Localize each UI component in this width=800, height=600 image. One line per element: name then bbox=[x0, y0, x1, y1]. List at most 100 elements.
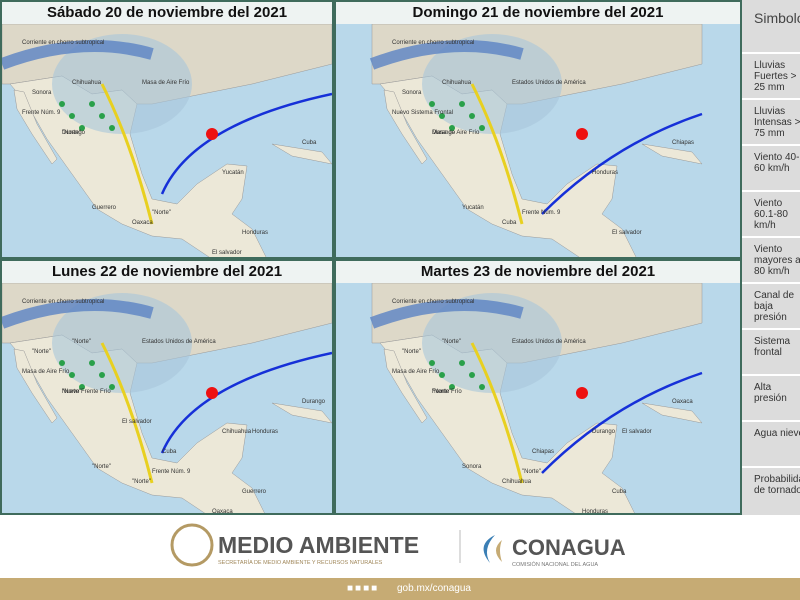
map-label: Frente Núm. 9 bbox=[22, 110, 61, 116]
map-label: "Norte" bbox=[62, 389, 81, 395]
conagua-sub: COMISIÓN NACIONAL DEL AGUA bbox=[512, 561, 598, 568]
map-label: Masa de Aire Frío bbox=[22, 369, 70, 375]
map-label: "Norte" bbox=[62, 130, 81, 136]
legend-item: Lluvias Intensas > 75 mm bbox=[742, 98, 800, 144]
rain-symbol bbox=[59, 101, 65, 107]
seal bbox=[170, 523, 214, 567]
land-baja bbox=[13, 348, 58, 424]
map-label: Cuba bbox=[162, 449, 177, 455]
legend-item: Agua nieve bbox=[742, 420, 800, 466]
map-label: Honduras bbox=[582, 509, 608, 515]
map-label: Sonora bbox=[32, 90, 52, 96]
land-cuba bbox=[271, 402, 332, 424]
map-label: Oaxaca bbox=[212, 509, 233, 515]
map-label: "Norte" bbox=[522, 469, 541, 475]
conagua: CONAGUA bbox=[512, 535, 626, 560]
footer-logos: MEDIO AMBIENTE SECRETARÍA DE MEDIO AMBIE… bbox=[170, 523, 626, 568]
high-pressure bbox=[206, 387, 218, 399]
map-label: Durango bbox=[302, 399, 326, 405]
rain-symbol bbox=[479, 125, 485, 131]
rain-symbol bbox=[449, 384, 455, 390]
rain-symbol bbox=[79, 125, 85, 131]
map: Corriente en chorro subtropical Estados U… bbox=[369, 24, 703, 257]
map-label: "Norte" bbox=[432, 389, 451, 395]
front bbox=[541, 371, 703, 474]
land-cuba bbox=[271, 143, 332, 165]
jet-stream bbox=[369, 299, 524, 329]
panel-title: Domingo 21 de noviembre del 2021 bbox=[336, 2, 740, 24]
rain-symbol bbox=[429, 360, 435, 366]
map: Corriente en chorro subtropical Estados U… bbox=[2, 283, 332, 515]
map-label: El salvador bbox=[212, 250, 242, 256]
footer-url: gob.mx/conagua bbox=[397, 583, 471, 594]
legend-title: Simbología por bbox=[754, 10, 800, 26]
footer: MEDIO AMBIENTE SECRETARÍA DE MEDIO AMBIE… bbox=[0, 515, 800, 600]
map-panel: Lunes 22 de noviembre del 2021 Corriente … bbox=[0, 259, 334, 515]
jet-stream bbox=[2, 299, 154, 329]
rain-symbol bbox=[69, 113, 75, 119]
map-label: El salvador bbox=[612, 230, 642, 236]
legend-item: Alta presión bbox=[742, 374, 800, 420]
map-label: Chihuahua bbox=[72, 80, 102, 86]
footer-band: ■■■■ gob.mx/conagua bbox=[0, 578, 800, 600]
map-panel: Sábado 20 de noviembre del 2021 Corriente… bbox=[0, 0, 334, 259]
map-label: El salvador bbox=[622, 429, 652, 435]
map-label: Honduras bbox=[242, 230, 268, 236]
legend-item: Probabilidad de tornado bbox=[742, 466, 800, 512]
map-label: Nuevo Sistema Frontal bbox=[392, 110, 453, 116]
map-label: El salvador bbox=[122, 419, 152, 425]
map-label: Guerrero bbox=[92, 205, 117, 211]
map-label: Chiapas bbox=[672, 140, 694, 146]
cold-air-mass bbox=[52, 293, 192, 393]
front bbox=[160, 351, 332, 454]
front bbox=[160, 92, 332, 195]
social-icons: ■■■■ bbox=[347, 583, 380, 594]
map-label: Masa de Aire Frío bbox=[432, 130, 480, 136]
map-label: Cuba bbox=[302, 140, 317, 146]
rain-symbol bbox=[469, 372, 475, 378]
front bbox=[541, 112, 703, 215]
legend: Simbología por Lluvias Fuertes > 25 mmLl… bbox=[742, 0, 800, 515]
map-label: Chiapas bbox=[532, 449, 554, 455]
map-label: Honduras bbox=[592, 170, 618, 176]
legend-item: Viento 40-60 km/h bbox=[742, 144, 800, 190]
map-label: Estados Unidos de América bbox=[142, 339, 216, 345]
land-baja bbox=[383, 89, 428, 165]
land-cuba bbox=[641, 402, 703, 424]
trough bbox=[100, 83, 154, 225]
map-label: "Norte" bbox=[92, 464, 111, 470]
rain-symbol bbox=[89, 101, 95, 107]
rain-symbol bbox=[99, 113, 105, 119]
conagua-logo-accent bbox=[496, 540, 502, 562]
legend-item: Viento mayores a 80 km/h bbox=[742, 236, 800, 282]
map-label: Chihuahua bbox=[442, 80, 472, 86]
rain-symbol bbox=[479, 384, 485, 390]
rain-symbol bbox=[109, 384, 115, 390]
high-pressure bbox=[206, 128, 218, 140]
high-pressure bbox=[576, 387, 588, 399]
map-label: Yucatán bbox=[462, 205, 484, 211]
map-label: Nuevo Frente Frío bbox=[62, 389, 111, 395]
jet-stream bbox=[369, 40, 524, 70]
map-label: Cuba bbox=[502, 220, 517, 226]
map-label: Frente Núm. 9 bbox=[152, 469, 191, 475]
cold-air-mass bbox=[422, 34, 562, 134]
rain-symbol bbox=[99, 372, 105, 378]
semarnat: MEDIO AMBIENTE bbox=[218, 532, 419, 558]
map-layer: Corriente en chorro subtropical Estados U… bbox=[369, 24, 703, 257]
map-layer: Corriente en chorro subtropical Masa de A… bbox=[2, 24, 332, 257]
rain-symbol bbox=[449, 125, 455, 131]
rain-symbol bbox=[469, 113, 475, 119]
rain-symbol bbox=[459, 101, 465, 107]
map-label: Estados Unidos de América bbox=[512, 339, 586, 345]
map-label: "Norte" bbox=[72, 339, 91, 345]
map-label: Frente Núm. 9 bbox=[522, 210, 561, 216]
rain-symbol bbox=[429, 101, 435, 107]
rain-symbol bbox=[79, 384, 85, 390]
map-label: "Norte" bbox=[442, 339, 461, 345]
rain-symbol bbox=[459, 360, 465, 366]
map-label: Durango bbox=[432, 130, 456, 136]
map-label: Oaxaca bbox=[672, 399, 693, 405]
panel-title: Lunes 22 de noviembre del 2021 bbox=[2, 261, 332, 283]
